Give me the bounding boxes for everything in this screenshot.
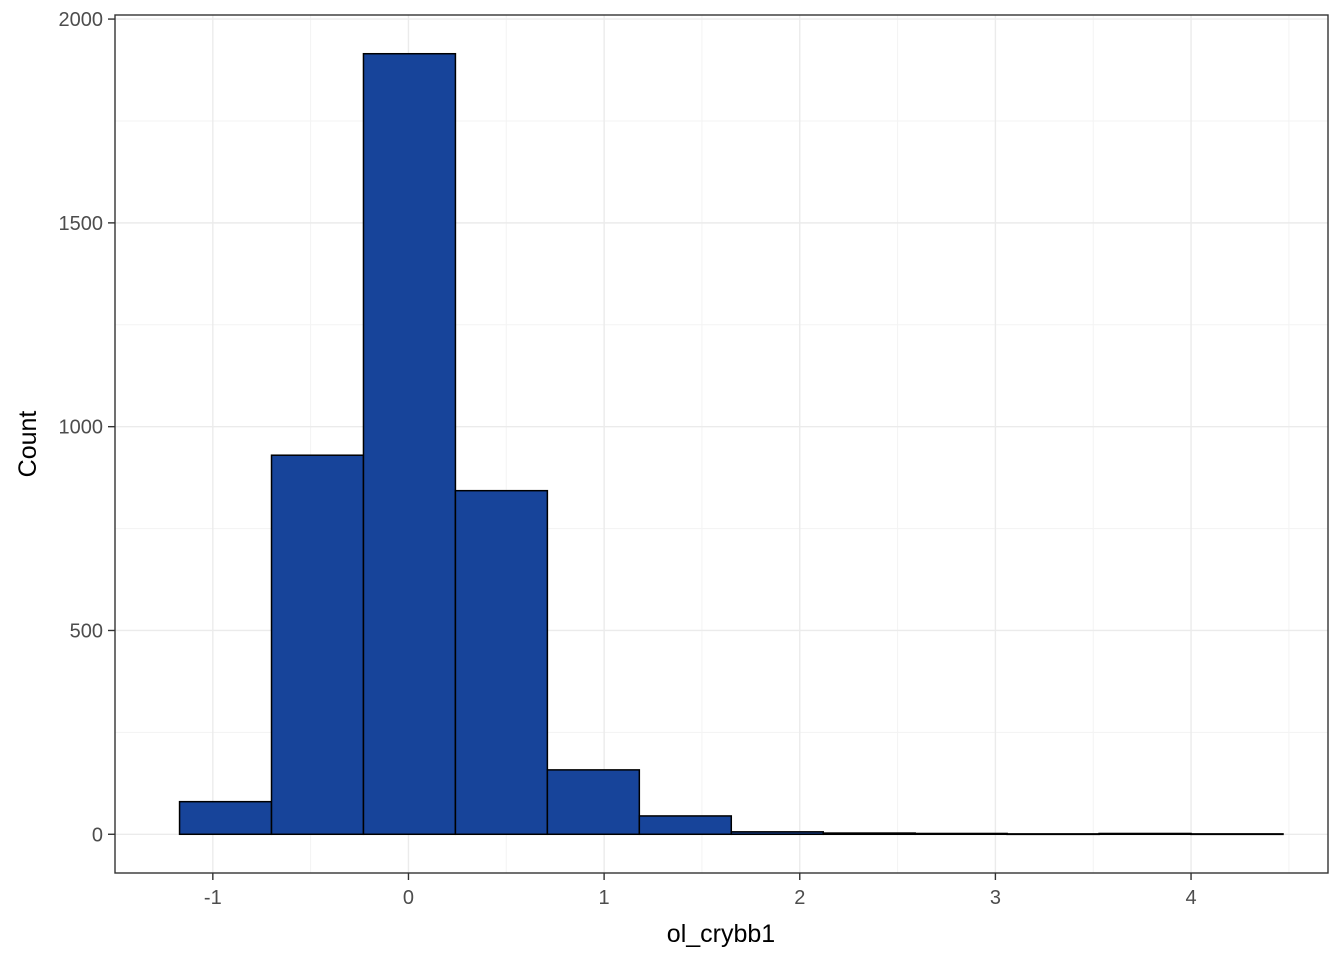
histogram-bar-2 <box>270 454 365 836</box>
histogram-bar-4 <box>454 489 549 836</box>
histogram-bar-11 <box>1098 832 1192 836</box>
x-tick-label: -1 <box>204 887 222 909</box>
x-tick-label: 0 <box>403 887 414 909</box>
y-tick-label: 1000 <box>59 417 104 439</box>
histogram-bar-6 <box>638 815 733 836</box>
y-tick-label: 500 <box>70 620 103 642</box>
histogram-bar-1 <box>178 800 273 836</box>
histogram-bar-8 <box>822 832 916 836</box>
histogram-bar-9 <box>914 832 1008 836</box>
x-axis-title: ol_crybb1 <box>667 920 775 948</box>
y-tick-label: 0 <box>92 824 103 846</box>
y-tick-label: 2000 <box>59 9 104 31</box>
x-tick-label: 2 <box>794 887 805 909</box>
y-axis-ticks: 0 500 1000 1500 2000 <box>59 9 115 846</box>
histogram-bar-3 <box>362 52 457 836</box>
histogram-bar-10 <box>1006 833 1100 836</box>
histogram-bar-12 <box>1190 833 1284 836</box>
y-axis-title: Count <box>14 411 42 478</box>
y-tick-label: 1500 <box>59 213 104 235</box>
x-tick-label: 3 <box>990 887 1001 909</box>
histogram-bars <box>178 52 1284 836</box>
x-tick-label: 1 <box>599 887 610 909</box>
histogram-bar-7 <box>730 831 824 836</box>
histogram-bar-5 <box>546 769 641 836</box>
x-tick-label: 4 <box>1185 887 1196 909</box>
plot-panel-border <box>114 14 1329 874</box>
x-axis-ticks: -1 0 1 2 3 4 <box>204 873 1197 909</box>
